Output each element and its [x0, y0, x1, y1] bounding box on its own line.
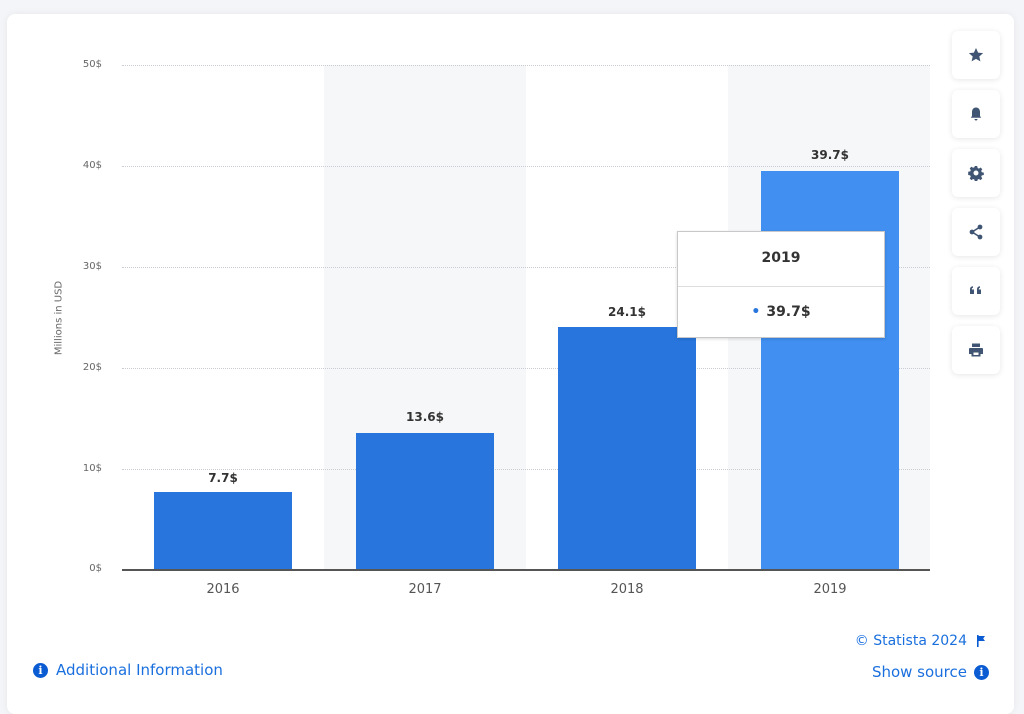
favorite-button[interactable]: [952, 31, 1000, 79]
settings-button[interactable]: [952, 149, 1000, 197]
tooltip-value-row: • 39.7$: [678, 287, 884, 337]
copyright-text: © Statista 2024: [854, 633, 967, 649]
x-tick-label: 2016: [206, 582, 240, 597]
y-tick-label: 50$: [82, 59, 102, 70]
show-source-label: Show source: [871, 663, 967, 681]
x-axis-line: [122, 569, 930, 571]
bar-value-label: 13.6$: [406, 410, 444, 424]
chart-toolbar: [952, 31, 1000, 385]
statista-copyright[interactable]: © Statista 2024: [855, 633, 986, 649]
y-tick-label: 20$: [82, 362, 102, 373]
flag-icon: [977, 635, 985, 647]
bar-value-label: 39.7$: [811, 148, 849, 162]
series-dot-icon: •: [751, 304, 761, 320]
notification-button[interactable]: [952, 90, 1000, 138]
x-tick-label: 2019: [813, 582, 847, 597]
info-icon: i: [974, 664, 989, 680]
bar-2017[interactable]: [356, 433, 494, 570]
y-tick-label: 10$: [82, 463, 102, 474]
gridline-30: [122, 267, 930, 268]
y-tick-label: 30$: [82, 261, 102, 272]
print-icon: [969, 343, 983, 357]
star-icon: [968, 48, 984, 62]
tooltip-value: 39.7$: [766, 304, 811, 320]
x-tick-label: 2018: [610, 582, 644, 597]
y-tick-label: 0$: [89, 563, 102, 574]
gridline-50: [122, 65, 930, 66]
y-axis-title: Millions in USD: [53, 280, 65, 356]
bell-icon: [970, 107, 982, 121]
tooltip-title: 2019: [678, 232, 884, 287]
gridline-40: [122, 166, 930, 167]
bar-value-label: 24.1$: [608, 305, 646, 319]
gridline-10: [122, 469, 930, 470]
additional-information-link[interactable]: i Additional Information: [33, 661, 223, 679]
gridline-20: [122, 368, 930, 369]
x-tick-label: 2017: [408, 582, 442, 597]
additional-information-label: Additional Information: [56, 661, 223, 679]
gear-icon: [968, 166, 984, 181]
bar-2016[interactable]: [154, 492, 292, 570]
bar-chart: 50$ 40$ 30$ 20$ 10$ 0$ Millions in USD 7…: [53, 59, 930, 597]
info-icon: i: [33, 662, 48, 678]
share-icon: [969, 224, 983, 240]
cite-button[interactable]: [952, 267, 1000, 315]
quote-icon: [970, 286, 981, 294]
bar-2018[interactable]: [558, 327, 696, 570]
print-button[interactable]: [952, 326, 1000, 374]
share-button[interactable]: [952, 208, 1000, 256]
y-tick-label: 40$: [82, 160, 102, 171]
bar-value-label: 7.7$: [208, 471, 238, 485]
show-source-link[interactable]: Show source i: [872, 663, 989, 681]
chart-tooltip: 2019 • 39.7$: [677, 231, 885, 338]
